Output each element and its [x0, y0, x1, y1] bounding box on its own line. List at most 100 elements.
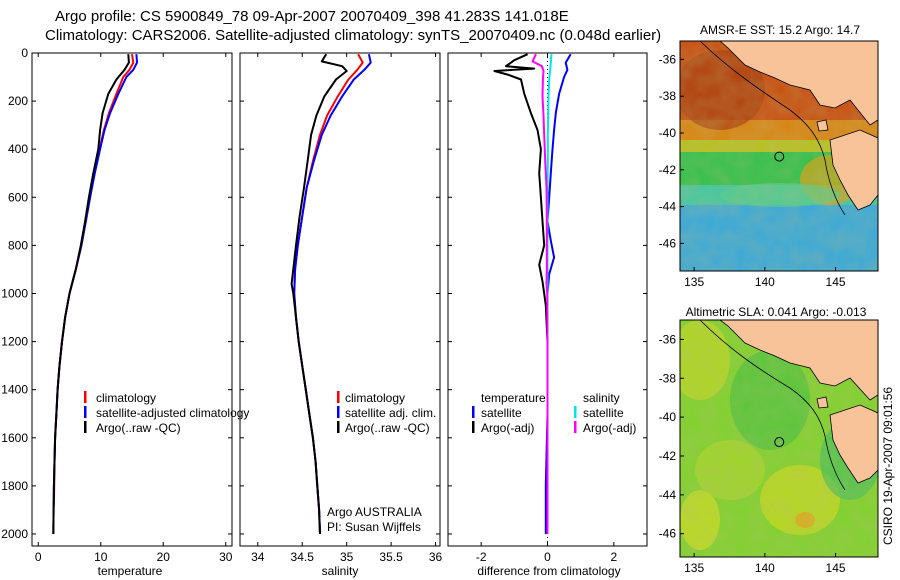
difference-legend: temperature salinity satellite Argo(-adj… — [472, 391, 636, 435]
diff-series-temperature-satellite — [544, 53, 572, 534]
sla-map-ytick-label: -40 — [659, 410, 677, 424]
legend-swatch-temp-argo — [472, 421, 475, 433]
depth-tick-label: 1800 — [1, 479, 28, 493]
sst-map-ytick-label: -46 — [659, 236, 677, 250]
pi-label: PI: Susan Wijffels — [327, 520, 421, 534]
salinity-axes — [239, 52, 441, 547]
sst-map-ytick-label: -40 — [659, 126, 677, 140]
diff-series-salinity-argo-adj- — [531, 53, 549, 534]
temp-xtick-label: 30 — [219, 550, 233, 564]
sst-map-ytick-label: -44 — [659, 200, 677, 214]
depth-tick-label: 1200 — [1, 335, 28, 349]
sst-map-ytick-label: -36 — [659, 52, 677, 66]
legend-title-salinity: salinity — [583, 391, 620, 405]
sst-map-ytick-label: -42 — [659, 163, 677, 177]
australia-landmass — [719, 320, 878, 401]
depth-tick-label: 200 — [8, 94, 28, 108]
sst-map — [679, 40, 879, 272]
legend-label-temp-satellite: satellite — [481, 406, 522, 420]
legend-swatch-sal-argo — [574, 421, 577, 433]
sla-map-xtick-label: 140 — [755, 561, 775, 575]
legend-label-argo: Argo(..raw -QC) — [96, 421, 181, 435]
sal-xtick-label: 35.5 — [379, 550, 403, 564]
temperature-xlabel: temperature — [98, 564, 163, 578]
legend-swatch-sal-satellite — [574, 406, 577, 418]
difference-xlabel: difference from climatology — [477, 564, 620, 578]
depth-tick-label: 2000 — [1, 527, 28, 541]
salinity-xlabel: salinity — [322, 564, 359, 578]
header-line-2: Climatology: CARS2006. Satellite-adjuste… — [45, 27, 662, 44]
sst-map-ytick-label: -38 — [659, 89, 677, 103]
sst-map-xtick-label: 145 — [826, 275, 846, 289]
sst-map-xtick-label: 140 — [755, 275, 775, 289]
legend-swatch-argo — [84, 421, 87, 433]
temperature-legend: climatology satellite-adjusted climatolo… — [84, 391, 249, 435]
sla-map-ytick-label: -44 — [659, 488, 677, 502]
salinity-legend: climatology satellite adj. clim. Argo(..… — [337, 391, 436, 435]
temp-xtick-label: 0 — [35, 550, 42, 564]
australia-landmass — [719, 41, 878, 126]
temp-series-satellite-adjusted-climatology — [52, 54, 138, 535]
institution-label: Argo AUSTRALIA — [327, 505, 422, 519]
sal-xtick-label: 35 — [340, 550, 354, 564]
sla-map-title: Altimetric SLA: 0.041 Argo: -0.013 — [686, 305, 867, 319]
temp-xtick-label: 20 — [157, 550, 171, 564]
legend-swatch-climatology — [337, 391, 340, 403]
diff-xtick-label: 2 — [610, 550, 617, 564]
sla-map-ytick-label: -46 — [659, 527, 677, 541]
king-island — [816, 396, 829, 409]
temp-xtick-label: 10 — [94, 550, 108, 564]
sla-map-ytick-label: -38 — [659, 371, 677, 385]
legend-label-climatology: climatology — [345, 391, 405, 405]
legend-title-temperature: temperature — [481, 391, 546, 405]
bathymetry-contour — [699, 41, 846, 216]
header-line-1: Argo profile: CS 5900849_78 09-Apr-2007 … — [55, 8, 569, 25]
sla-argo-location-marker — [774, 437, 785, 448]
sst-map-xtick-label: 135 — [684, 275, 704, 289]
sla-map — [679, 319, 879, 558]
sla-map-xtick-label: 145 — [826, 561, 846, 575]
temp-series-argo-raw-qc- — [52, 54, 130, 535]
sal-series-climatology — [293, 53, 364, 535]
sal-series-satellite-adj-clim- — [293, 53, 372, 535]
legend-swatch-climatology — [84, 391, 87, 403]
diff-xtick-label: 0 — [544, 550, 551, 564]
sst-argo-location-marker — [774, 151, 785, 162]
sst-map-title: AMSR-E SST: 15.2 Argo: 14.7 — [700, 23, 860, 37]
footer-timestamp: CSIRO 19-Apr-2007 09:01:56 — [881, 387, 895, 545]
sal-xtick-label: 36 — [429, 550, 443, 564]
depth-tick-label: 400 — [8, 142, 28, 156]
depth-tick-label: 1000 — [1, 286, 28, 300]
sal-series-argo-raw-qc- — [290, 53, 348, 535]
sla-map-ytick-label: -36 — [659, 332, 677, 346]
legend-label-sal-satellite: satellite — [583, 406, 624, 420]
legend-swatch-argo — [337, 421, 340, 433]
legend-label-satellite: satellite adj. clim. — [345, 406, 436, 420]
sal-xtick-label: 34 — [251, 550, 265, 564]
depth-tick-label: 0 — [21, 46, 28, 60]
chart-marks: 0 10 20 30020040060080010001200140016001800… — [1, 46, 846, 575]
legend-swatch-satellite — [337, 406, 340, 418]
legend-label-climatology: climatology — [96, 391, 156, 405]
temp-series-climatology — [52, 54, 135, 506]
diff-series-temperature-argo-adj- — [493, 53, 549, 534]
depth-tick-label: 1600 — [1, 431, 28, 445]
sla-map-ytick-label: -42 — [659, 449, 677, 463]
depth-tick-label: 800 — [8, 238, 28, 252]
sal-xtick-label: 34.5 — [291, 550, 315, 564]
depth-tick-label: 1400 — [1, 383, 28, 397]
diff-xtick-label: -2 — [476, 550, 487, 564]
legend-swatch-satellite — [84, 406, 87, 418]
legend-label-sal-argo: Argo(-adj) — [583, 421, 636, 435]
sla-map-xtick-label: 135 — [684, 561, 704, 575]
legend-swatch-temp-satellite — [472, 406, 475, 418]
tasmania-landmass — [829, 129, 878, 211]
legend-label-satellite: satellite-adjusted climatology — [96, 406, 249, 420]
tasmania-landmass — [829, 404, 878, 484]
legend-label-temp-argo: Argo(-adj) — [481, 421, 534, 435]
legend-label-argo: Argo(..raw -QC) — [345, 421, 430, 435]
bathymetry-contour — [699, 320, 846, 491]
depth-tick-label: 600 — [8, 190, 28, 204]
king-island — [816, 119, 829, 132]
